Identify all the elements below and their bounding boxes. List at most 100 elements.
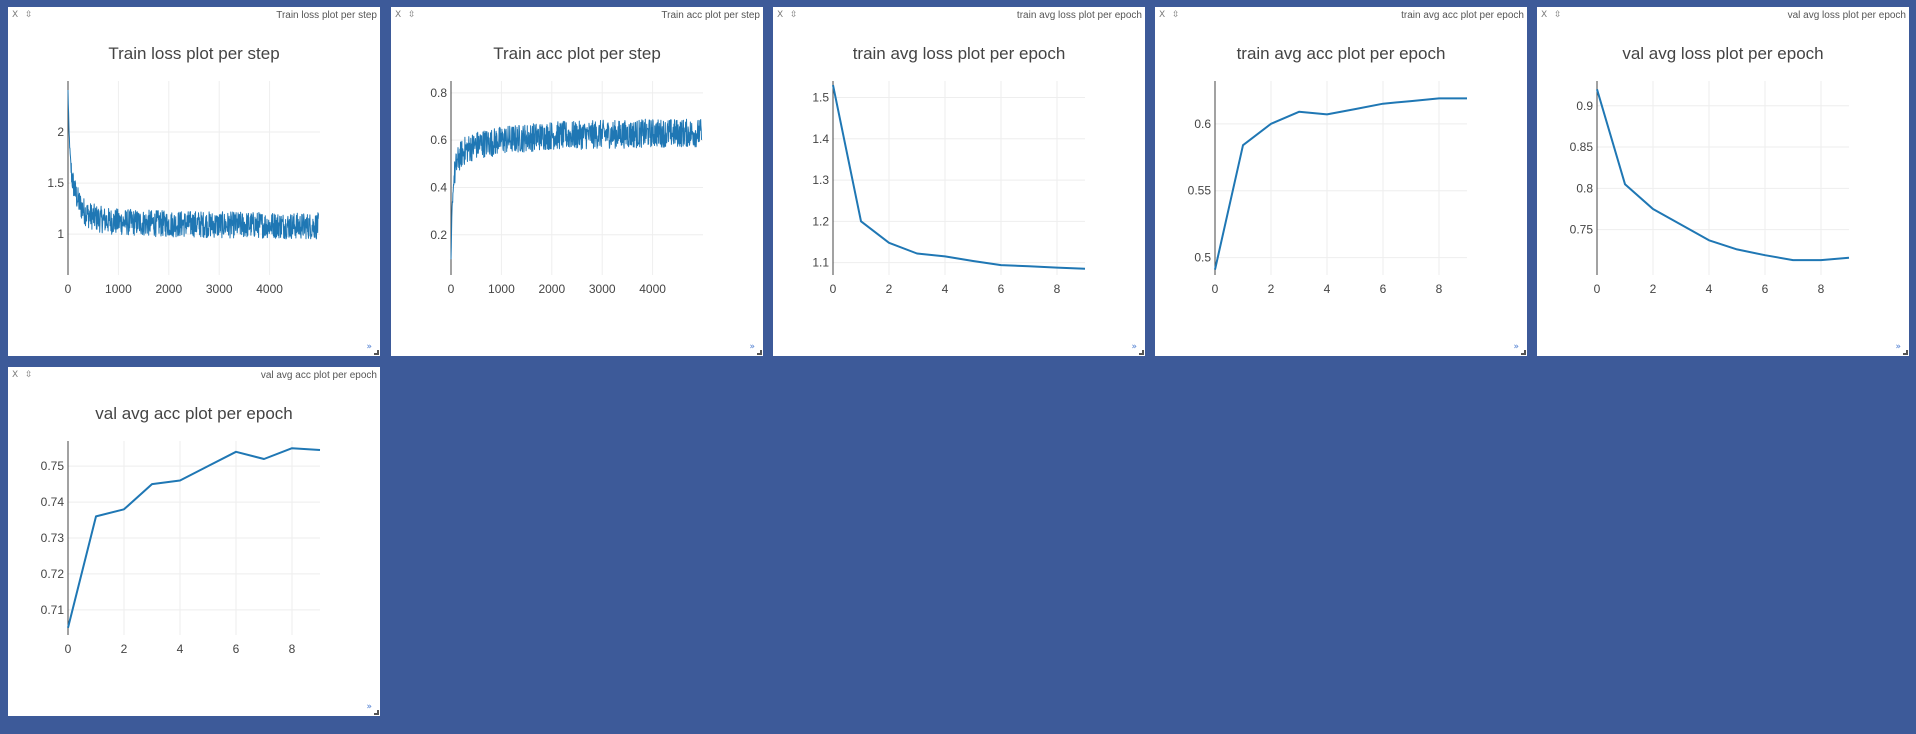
- x-tick-label: 0: [1212, 282, 1219, 296]
- close-icon[interactable]: X: [777, 10, 784, 20]
- close-icon[interactable]: X: [1159, 10, 1166, 20]
- close-icon[interactable]: X: [1541, 10, 1548, 20]
- resize-handle-icon[interactable]: [1903, 350, 1908, 355]
- resize-handle-icon[interactable]: [374, 710, 379, 715]
- plot-pane[interactable]: X ⇳ train avg acc plot per epoch train avg …: [1155, 7, 1527, 356]
- x-tick-label: 2000: [538, 282, 565, 296]
- x-tick-label: 2: [121, 642, 128, 656]
- x-tick-label: 0: [65, 282, 72, 296]
- expand-icon[interactable]: »: [366, 342, 372, 352]
- x-tick-label: 4000: [639, 282, 666, 296]
- y-tick-label: 1.5: [47, 176, 64, 190]
- y-tick-label: 0.2: [430, 228, 447, 242]
- y-tick-label: 0.8: [1576, 181, 1593, 195]
- chart-title: val avg loss plot per epoch: [1622, 44, 1823, 63]
- y-tick-label: 2: [57, 125, 64, 139]
- y-tick-label: 0.5: [1194, 251, 1211, 265]
- pane-header[interactable]: X ⇳ train avg loss plot per epoch: [773, 7, 1145, 25]
- x-tick-label: 0: [1594, 282, 1601, 296]
- close-icon[interactable]: X: [12, 370, 19, 380]
- x-tick-label: 4: [1706, 282, 1713, 296]
- x-tick-label: 8: [289, 642, 296, 656]
- x-tick-label: 4: [1324, 282, 1331, 296]
- expand-icon[interactable]: »: [366, 702, 372, 712]
- x-tick-label: 4: [942, 282, 949, 296]
- pane-header[interactable]: X ⇳ val avg loss plot per epoch: [1537, 7, 1909, 25]
- x-tick-label: 2: [1268, 282, 1275, 296]
- series-line[interactable]: [450, 118, 702, 260]
- resize-handle-icon[interactable]: [374, 350, 379, 355]
- resize-handle-icon[interactable]: [757, 350, 762, 355]
- plot-pane[interactable]: X ⇳ val avg acc plot per epoch val avg acc …: [8, 367, 380, 716]
- y-tick-label: 0.85: [1570, 140, 1594, 154]
- pin-icon[interactable]: ⇳: [25, 370, 33, 380]
- x-tick-label: 3000: [589, 282, 616, 296]
- y-tick-label: 1: [57, 227, 64, 241]
- close-icon[interactable]: X: [12, 10, 19, 20]
- chart-title: train avg acc plot per epoch: [1237, 44, 1446, 63]
- series-line[interactable]: [67, 89, 319, 240]
- x-tick-label: 1000: [105, 282, 132, 296]
- chart[interactable]: Train loss plot per step 0 1000 2000 3000 400…: [8, 25, 380, 347]
- y-tick-label: 0.75: [1570, 223, 1594, 237]
- expand-icon[interactable]: »: [1513, 342, 1519, 352]
- expand-icon[interactable]: »: [749, 342, 755, 352]
- x-tick-label: 8: [1436, 282, 1443, 296]
- x-tick-label: 2: [1650, 282, 1657, 296]
- y-tick-label: 0.6: [1194, 117, 1211, 131]
- resize-handle-icon[interactable]: [1521, 350, 1526, 355]
- x-tick-label: 8: [1818, 282, 1825, 296]
- plot-pane[interactable]: X ⇳ val avg loss plot per epoch val avg los…: [1537, 7, 1909, 356]
- series-line[interactable]: [1596, 89, 1850, 262]
- resize-handle-icon[interactable]: [1139, 350, 1144, 355]
- x-tick-label: 6: [998, 282, 1005, 296]
- chart[interactable]: train avg loss plot per epoch 0 2 4 6 8 1.1 1.2…: [773, 25, 1145, 347]
- x-tick-label: 4: [177, 642, 184, 656]
- pane-header[interactable]: X ⇳ Train acc plot per step: [391, 7, 763, 25]
- x-tick-label: 8: [1054, 282, 1061, 296]
- pin-icon[interactable]: ⇳: [25, 10, 33, 20]
- x-tick-label: 6: [1762, 282, 1769, 296]
- expand-icon[interactable]: »: [1895, 342, 1901, 352]
- pane-header[interactable]: X ⇳ val avg acc plot per epoch: [8, 367, 380, 385]
- y-tick-label: 1.2: [812, 214, 829, 228]
- x-tick-label: 0: [65, 642, 72, 656]
- expand-icon[interactable]: »: [1131, 342, 1137, 352]
- chart[interactable]: val avg acc plot per epoch 0 2 4 6 8 0.71 0.72 0…: [8, 385, 380, 707]
- y-tick-label: 0.9: [1576, 99, 1593, 113]
- y-tick-label: 0.73: [41, 531, 65, 545]
- x-tick-label: 1000: [488, 282, 515, 296]
- y-tick-label: 0.4: [430, 180, 447, 194]
- pin-icon[interactable]: ⇳: [790, 10, 798, 20]
- y-tick-label: 0.74: [41, 495, 65, 509]
- pane-header-title: Train loss plot per step: [276, 10, 377, 21]
- series-line[interactable]: [67, 447, 321, 629]
- y-tick-label: 0.71: [41, 603, 65, 617]
- x-tick-label: 2: [886, 282, 893, 296]
- chart[interactable]: val avg loss plot per epoch 0 2 4 6 8 0.75 0.8 0…: [1537, 25, 1909, 347]
- y-tick-label: 0.75: [41, 459, 65, 473]
- close-icon[interactable]: X: [395, 10, 402, 20]
- plot-pane[interactable]: X ⇳ Train loss plot per step Train loss plo…: [8, 7, 380, 356]
- y-tick-label: 1.4: [812, 132, 829, 146]
- y-tick-label: 0.8: [430, 86, 447, 100]
- pin-icon[interactable]: ⇳: [1172, 10, 1180, 20]
- chart-title: train avg loss plot per epoch: [853, 44, 1066, 63]
- pane-header[interactable]: X ⇳ Train loss plot per step: [8, 7, 380, 25]
- plot-pane[interactable]: X ⇳ train avg loss plot per epoch train avg…: [773, 7, 1145, 356]
- y-tick-label: 0.6: [430, 133, 447, 147]
- y-tick-label: 1.3: [812, 173, 829, 187]
- series-line[interactable]: [832, 84, 1086, 270]
- pane-header[interactable]: X ⇳ train avg acc plot per epoch: [1155, 7, 1527, 25]
- chart[interactable]: train avg acc plot per epoch 0 2 4 6 8 0.5 0.55…: [1155, 25, 1527, 347]
- x-tick-label: 4000: [256, 282, 283, 296]
- series-line[interactable]: [1214, 97, 1467, 270]
- plot-pane[interactable]: X ⇳ Train acc plot per step Train acc plot …: [391, 7, 763, 356]
- y-tick-label: 0.55: [1188, 184, 1212, 198]
- pin-icon[interactable]: ⇳: [408, 10, 416, 20]
- pin-icon[interactable]: ⇳: [1554, 10, 1562, 20]
- y-tick-label: 0.72: [41, 567, 65, 581]
- x-tick-label: 6: [233, 642, 240, 656]
- y-tick-label: 1.5: [812, 91, 829, 105]
- chart[interactable]: Train acc plot per step 0 1000 2000 3000 4000…: [391, 25, 763, 347]
